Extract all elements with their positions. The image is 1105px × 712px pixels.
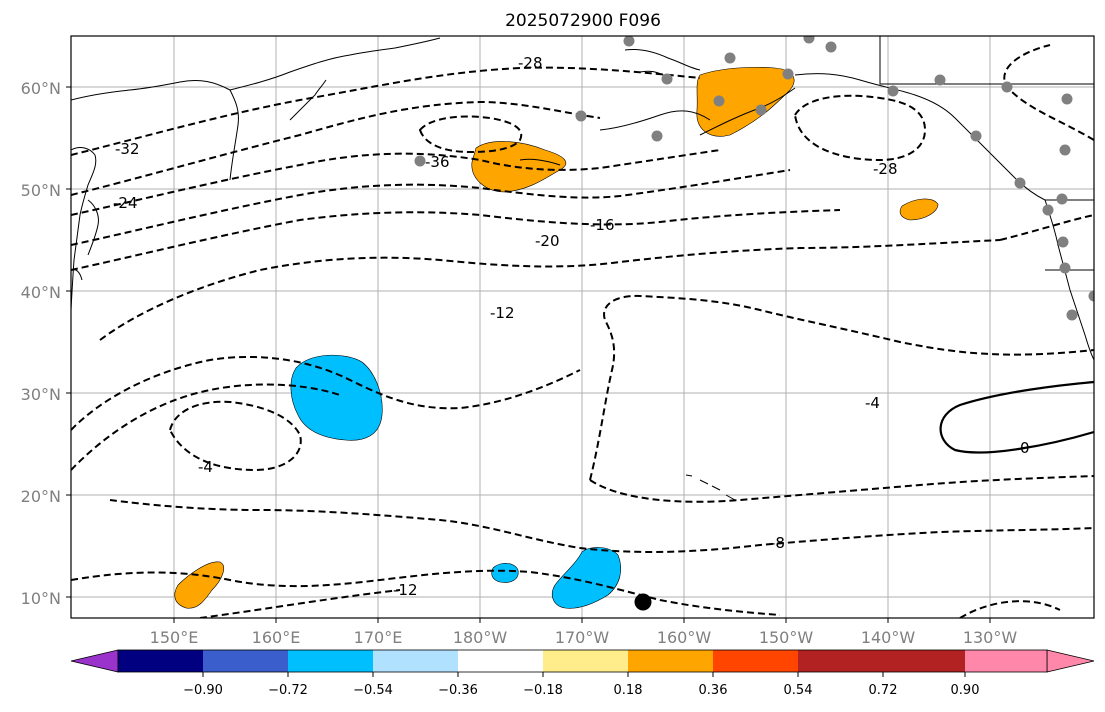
contour-label: -12 [393, 581, 418, 599]
station-dot [1001, 81, 1013, 93]
lat-label: 10°N [21, 589, 61, 608]
contour-label: -32 [115, 140, 140, 158]
colorbar-tick-label: 0.54 [784, 683, 813, 698]
station-dot [970, 130, 982, 142]
positive-anomaly-region [899, 198, 939, 221]
contour-label: -36 [425, 153, 450, 171]
lon-label: 170°E [354, 628, 403, 647]
lon-label: 180°W [453, 628, 508, 647]
negative-anomaly-region [552, 547, 621, 609]
lon-label: 160°E [252, 628, 301, 647]
station-dot [755, 104, 767, 116]
positive-anomaly-region [174, 561, 224, 609]
station-dot [1066, 309, 1078, 321]
station-dot [651, 130, 663, 142]
negative-anomaly-region [290, 354, 383, 441]
negative-anomaly-region [491, 563, 519, 583]
station-dot [724, 52, 736, 64]
contour-label: -4 [198, 458, 213, 476]
station-markers [414, 36, 1094, 321]
contour-label: -28 [518, 54, 543, 72]
station-dot [825, 41, 837, 53]
colorbar-high-extension [1046, 649, 1095, 673]
colorbar-tick-label: −0.54 [353, 683, 393, 698]
colorbar-tick-label: −0.72 [268, 683, 308, 698]
colorbar-segment [458, 650, 543, 672]
contour-label: -12 [490, 304, 515, 322]
station-dot [1014, 177, 1026, 189]
coastlines [71, 37, 1094, 501]
station-dot [887, 85, 899, 97]
station-dot [782, 68, 794, 80]
zero-contour [939, 380, 1094, 454]
contour-labels: -32 -24 -36 -28 -28 -20 -16 -12 -4 -4 0 … [113, 54, 1030, 599]
colorbar-tick-label: 0.18 [614, 683, 643, 698]
colorbar-segment [798, 650, 883, 672]
lat-label: 50°N [21, 181, 61, 200]
contour-label: -8 [770, 534, 785, 552]
station-dot [713, 95, 725, 107]
map-title: 2025072900 F096 [505, 11, 661, 31]
station-dot [661, 73, 673, 85]
lat-label: 40°N [21, 283, 61, 302]
station-dot [414, 155, 426, 167]
station-dot [1059, 144, 1071, 156]
station-dot [623, 36, 635, 47]
contour-label: 0 [1020, 439, 1030, 457]
colorbar: −0.90 −0.72 −0.54 −0.36 −0.18 0.18 0.36 … [70, 649, 1095, 698]
lon-label: 150°E [150, 628, 199, 647]
station-dot [1057, 236, 1069, 248]
colorbar-segment [203, 650, 288, 672]
colorbar-segment [628, 650, 713, 672]
colorbar-tick-label: 0.90 [951, 683, 980, 698]
colorbar-segment [288, 650, 373, 672]
colorbar-tick-label: 0.36 [699, 683, 728, 698]
colorbar-segment [118, 650, 203, 672]
colorbar-segment [883, 650, 965, 672]
lon-label: 150°W [759, 628, 814, 647]
station-dot [1059, 262, 1071, 274]
station-dot [934, 74, 946, 86]
lon-label: 170°W [555, 628, 610, 647]
colorbar-tick-label: −0.36 [438, 683, 478, 698]
colorbar-segment [965, 650, 1047, 672]
lon-label: 130°W [963, 628, 1018, 647]
lat-label: 20°N [21, 487, 61, 506]
graticule [71, 36, 1094, 618]
station-dot [1056, 193, 1068, 205]
colorbar-low-extension [70, 649, 119, 673]
lat-label: 60°N [21, 79, 61, 98]
colorbar-segment [713, 650, 798, 672]
contour-label: -16 [590, 216, 615, 234]
station-dot [1061, 93, 1073, 105]
colorbar-tick-label: 0.72 [869, 683, 898, 698]
anomaly-fills [174, 66, 939, 609]
contour-label: -24 [113, 194, 138, 212]
colorbar-segment [373, 650, 458, 672]
contour-label: -4 [865, 394, 880, 412]
longitude-labels: 150°E 160°E 170°E 180°W 170°W 160°W 150°… [150, 628, 1018, 647]
lat-label: 30°N [21, 385, 61, 404]
latitude-labels: 10°N 20°N 30°N 40°N 50°N 60°N [21, 79, 61, 608]
colorbar-tick-label: −0.18 [523, 683, 563, 698]
axis-ticks [66, 86, 991, 623]
colorbar-tick-label: −0.90 [183, 683, 223, 698]
contour-label: -28 [873, 160, 898, 178]
reference-point-marker [634, 593, 652, 611]
colorbar-segment [543, 650, 628, 672]
lon-label: 160°W [657, 628, 712, 647]
contour-label: -20 [535, 232, 560, 250]
height-contours [71, 44, 1094, 618]
station-dot [1088, 290, 1094, 302]
station-dot [575, 110, 587, 122]
station-dot [1042, 204, 1054, 216]
lon-label: 140°W [861, 628, 916, 647]
positive-anomaly-region [696, 66, 795, 137]
station-dot [803, 36, 815, 44]
